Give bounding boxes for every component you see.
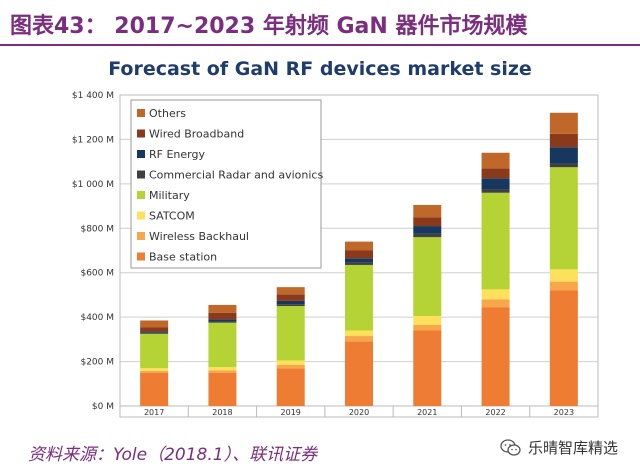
bar-segment	[276, 294, 305, 301]
chart-title: Forecast of GaN RF devices market size	[108, 58, 532, 80]
bar-segment	[140, 333, 169, 369]
y-tick-label: $800 M	[80, 224, 114, 234]
bar-segment	[208, 319, 237, 322]
x-tick-label: 2022	[485, 408, 505, 417]
legend-swatch	[137, 170, 145, 179]
bar-segment	[276, 368, 305, 406]
bar-segment	[276, 364, 305, 369]
bar-segment	[481, 192, 510, 290]
bar-segment	[276, 304, 305, 307]
bar-segment	[549, 167, 578, 270]
legend-swatch	[137, 109, 145, 117]
bar-segment	[345, 262, 373, 265]
bar-segment	[208, 370, 237, 373]
bar-segment	[276, 287, 305, 295]
bar-segment	[345, 336, 373, 342]
bar-segment	[140, 320, 169, 328]
x-tick-label: 2019	[281, 408, 301, 417]
bar-segment	[413, 226, 442, 234]
bar-segment	[140, 332, 169, 334]
bar-segment	[208, 321, 237, 323]
bar-segment	[276, 360, 305, 365]
legend-swatch	[137, 232, 145, 240]
y-tick-label: $0 M	[92, 402, 114, 412]
bar-segment	[413, 324, 442, 331]
x-tick-label: 2021	[417, 408, 437, 417]
legend-label: Wired Broadband	[149, 128, 244, 141]
y-tick-label: $1 000 M	[72, 180, 114, 190]
legend-swatch	[137, 252, 145, 261]
bar-segment	[140, 368, 169, 371]
bar-segment	[549, 163, 578, 168]
bar-segment	[413, 217, 442, 227]
bar-segment	[481, 178, 510, 190]
bar-segment	[549, 147, 578, 164]
header-bar: 图表43： 2017~2023 年射频 GaN 器件市场规模	[0, 0, 640, 46]
legend-label: Base station	[149, 251, 217, 264]
bar-segment	[481, 168, 510, 179]
y-tick-label: $1 200 M	[72, 135, 114, 145]
bar-segment	[481, 152, 510, 169]
bar-segment	[413, 204, 442, 218]
bar-segment	[140, 331, 169, 333]
bar-segment	[140, 372, 169, 406]
bar-segment	[413, 237, 442, 317]
bar-segment	[208, 322, 237, 368]
legend-label: Others	[149, 107, 186, 120]
bar-segment	[208, 367, 237, 371]
legend-label: RF Energy	[149, 148, 205, 161]
source-note: 资料来源：Yole（2018.1）、联讯证券	[28, 445, 318, 465]
bar-segment	[140, 370, 169, 373]
x-tick-label: 2020	[349, 408, 369, 417]
bar-segment	[345, 258, 373, 263]
bar-segment	[413, 316, 442, 325]
bar-segment	[276, 306, 305, 361]
x-tick-label: 2018	[212, 408, 232, 417]
wechat-icon	[500, 438, 521, 456]
watermark: 乐晴智库精选	[500, 437, 618, 458]
bar-segment	[276, 300, 305, 305]
bar-segment	[549, 290, 578, 406]
bar-segment	[413, 330, 442, 406]
figure-caption: 图表43： 2017~2023 年射频 GaN 器件市场规模	[10, 14, 528, 39]
legend-swatch	[137, 191, 145, 199]
bar-segment	[481, 189, 510, 193]
legend-swatch	[137, 211, 145, 220]
legend-box	[130, 99, 322, 269]
bar-segment	[549, 112, 578, 134]
bar-segment	[481, 289, 510, 300]
bar-segment	[345, 341, 373, 406]
legend-swatch	[137, 129, 145, 138]
legend-label: Commercial Radar and avionics	[149, 169, 323, 182]
y-tick-label: $1 400 M	[72, 91, 114, 101]
bar-segment	[345, 250, 373, 259]
x-tick-label: 2023	[554, 408, 574, 417]
bar-segment	[208, 304, 237, 313]
bar-segment	[345, 241, 373, 251]
bar-segment	[208, 312, 237, 320]
y-tick-label: $600 M	[80, 269, 114, 279]
bar-segment	[413, 233, 442, 238]
x-tick-label: 2017	[144, 408, 164, 417]
bar-segment	[345, 264, 373, 331]
bar-segment	[140, 327, 169, 332]
y-tick-label: $200 M	[80, 358, 114, 368]
legend-swatch	[137, 150, 145, 158]
bar-segment	[549, 133, 578, 148]
watermark-label: 乐晴智库精选	[528, 439, 619, 457]
bar-segment	[549, 281, 578, 291]
legend-label: SATCOM	[149, 210, 195, 223]
legend-label: Military	[149, 189, 190, 202]
bar-segment	[208, 372, 237, 406]
bar-segment	[481, 307, 510, 406]
y-tick-label: $400 M	[80, 313, 114, 323]
bar-segment	[481, 299, 510, 308]
bar-segment	[345, 330, 373, 337]
legend-label: Wireless Backhaul	[149, 230, 249, 243]
bar-segment	[549, 269, 578, 282]
